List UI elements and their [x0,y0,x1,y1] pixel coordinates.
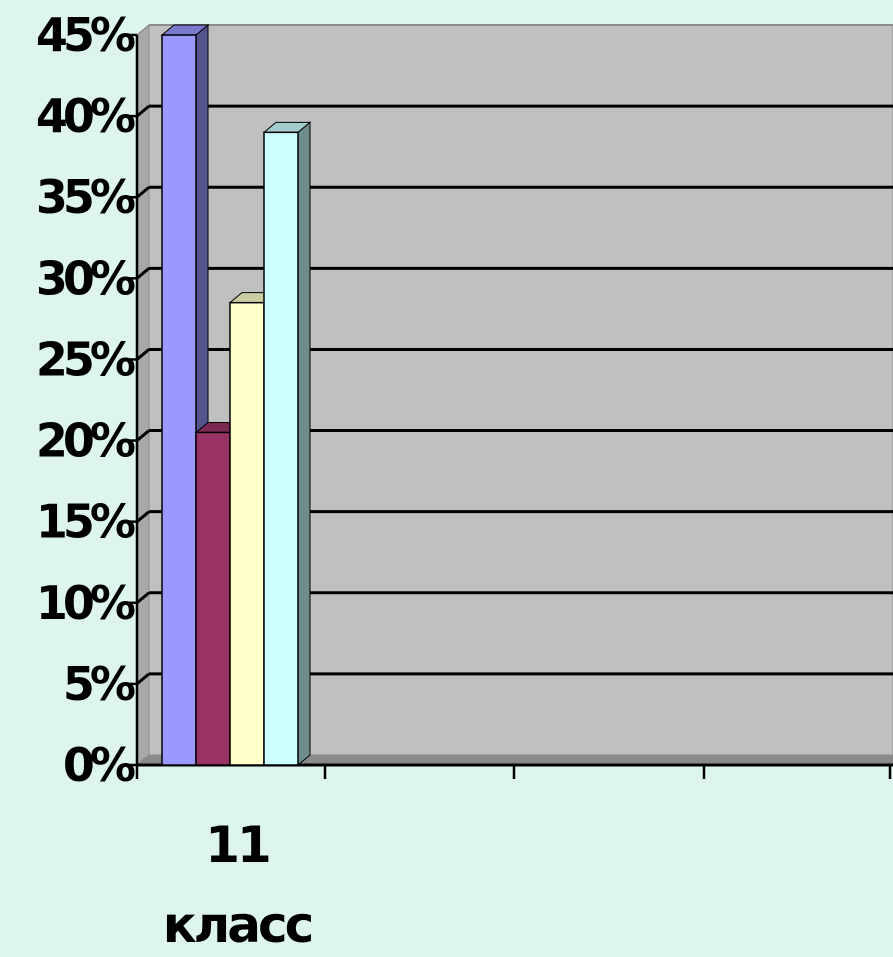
floor [137,755,893,765]
category-label: 11 [205,816,269,874]
y-tick-label: 30% [36,251,135,305]
y-tick-labels: 0% 5% 10% 15% 20% 25% 30% 35% 40% 45% [36,8,140,792]
x-axis [135,763,893,779]
y-tick-label: 35% [36,170,135,224]
bar [263,131,299,766]
y-tick-label: 5% [63,657,135,711]
gridline-side [136,591,150,604]
y-tick-label: 45% [36,8,135,62]
y-tick-label: 10% [36,576,135,630]
bar [195,431,231,766]
bars [160,23,312,767]
y-tick-label: 15% [36,495,135,549]
y-tick-label: 40% [36,89,135,143]
gridline-side [136,429,150,442]
bar [229,301,265,766]
side-wall [136,23,150,767]
gridline-side [136,672,150,686]
y-axis [127,33,139,767]
category-label: класс [163,896,312,954]
gridline-side [136,186,150,199]
y-tick-label: 25% [36,332,135,386]
bar [161,34,197,766]
gridline-side [136,104,150,118]
gridline-side [136,267,150,280]
gridline-side [136,348,150,361]
bar-side [297,121,311,767]
category-labels: 11 класс [163,816,315,954]
gridline-side [136,510,150,523]
y-tick-label: 0% [63,738,135,792]
y-tick-label: 20% [36,414,135,468]
